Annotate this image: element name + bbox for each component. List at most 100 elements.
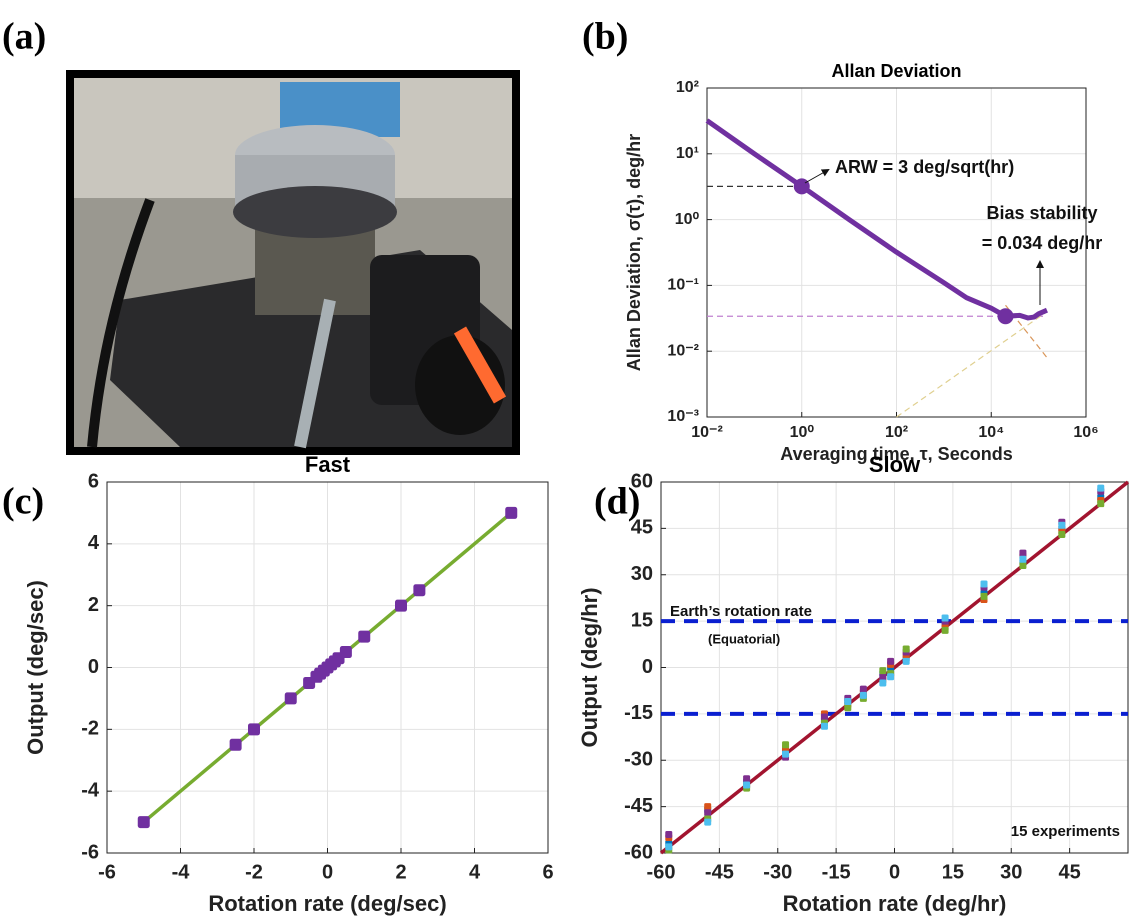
y-tick-label: -4 <box>81 779 100 801</box>
y-tick-label: 10⁻³ <box>667 408 699 425</box>
x-tick-label: 10⁶ <box>1073 424 1098 441</box>
data-point <box>980 592 988 600</box>
data-point <box>902 645 910 653</box>
x-tick-label: 10⁴ <box>978 424 1004 441</box>
data-point <box>782 750 790 758</box>
data-point <box>665 830 673 838</box>
chart-title: Allan Deviation <box>831 61 961 81</box>
data-point <box>941 626 949 634</box>
x-tick-label: -15 <box>822 861 851 883</box>
x-tick-label: 4 <box>469 861 481 883</box>
y-tick-label: 15 <box>631 609 653 631</box>
reference-line <box>896 311 1048 418</box>
data-point <box>505 506 518 519</box>
data-point <box>859 691 867 699</box>
data-point <box>1019 549 1027 557</box>
x-tick-label: -2 <box>245 861 263 883</box>
annotation: Earth’s rotation rate <box>670 603 812 620</box>
x-tick-label: -45 <box>705 861 734 883</box>
data-point <box>941 614 949 622</box>
x-tick-label: -4 <box>172 861 191 883</box>
y-tick-label: 10⁻¹ <box>667 277 699 294</box>
chart-title: Fast <box>305 452 351 477</box>
y-tick-label: 45 <box>631 517 653 539</box>
data-point <box>902 657 910 665</box>
x-tick-label: 10² <box>885 424 908 441</box>
x-tick-label: 2 <box>395 861 406 883</box>
data-point <box>137 816 150 829</box>
annotation: Bias stability <box>986 203 1097 223</box>
data-point <box>844 704 852 712</box>
x-tick-label: 10⁻² <box>691 424 723 441</box>
data-point <box>395 599 407 612</box>
data-point <box>887 673 895 681</box>
x-tick-label: 0 <box>322 861 333 883</box>
y-tick-label: -60 <box>624 841 653 863</box>
panel-label: (b) <box>582 16 628 58</box>
data-point <box>1097 500 1105 508</box>
data-point <box>859 685 867 693</box>
data-point <box>887 657 895 665</box>
x-tick-label: -30 <box>763 861 792 883</box>
data-point <box>1097 484 1105 492</box>
y-tick-label: 10¹ <box>676 145 699 162</box>
y-axis-label: Allan Deviation, σ(τ), deg/hr <box>624 134 644 371</box>
highlight-point <box>793 178 810 195</box>
data-point <box>665 843 673 851</box>
y-tick-label: -2 <box>81 718 99 740</box>
annotation: 15 experiments <box>1011 823 1120 840</box>
y-axis-label: Output (deg/sec) <box>23 580 48 755</box>
y-tick-label: -6 <box>81 841 99 863</box>
y-tick-label: -45 <box>624 795 653 817</box>
x-tick-label: 15 <box>942 861 964 883</box>
data-point <box>782 741 790 749</box>
y-tick-label: -30 <box>624 749 653 771</box>
photo <box>66 70 520 455</box>
data-point <box>743 781 751 789</box>
data-point <box>704 809 712 817</box>
x-tick-label: -60 <box>647 861 676 883</box>
x-tick-label: 45 <box>1059 861 1081 883</box>
y-tick-label: 0 <box>642 656 653 678</box>
data-point <box>879 673 887 681</box>
data-point <box>704 818 712 826</box>
axes-box <box>660 481 1129 854</box>
panel-label: (c) <box>2 481 44 523</box>
x-axis-label: Averaging time, τ, Seconds <box>780 444 1012 464</box>
y-tick-label: -15 <box>624 702 653 724</box>
data-point <box>704 803 712 811</box>
y-tick-label: 4 <box>88 532 100 554</box>
data-point <box>358 630 371 643</box>
y-tick-label: 0 <box>88 656 99 678</box>
data-point <box>1019 561 1027 569</box>
data-point <box>820 713 828 721</box>
data-point <box>820 722 828 730</box>
y-tick-label: 60 <box>631 470 653 492</box>
data-point <box>980 580 988 588</box>
y-axis-label: Output (deg/hr) <box>577 587 602 747</box>
data-point <box>413 584 426 597</box>
data-point <box>1058 531 1066 539</box>
data-point <box>339 646 352 659</box>
y-tick-label: 2 <box>88 594 99 616</box>
x-tick-label: 6 <box>542 861 553 883</box>
data-point <box>1058 521 1066 529</box>
y-tick-label: 10² <box>676 79 699 96</box>
x-tick-label: 0 <box>889 861 900 883</box>
panel-label: (a) <box>2 16 46 58</box>
annotation: (Equatorial) <box>708 631 780 646</box>
x-tick-label: 10⁰ <box>790 424 815 441</box>
chart-title: Slow <box>869 452 921 477</box>
fit-line <box>659 480 1130 855</box>
annotation-arrow <box>804 169 830 184</box>
data-point <box>1019 555 1027 563</box>
y-tick-label: 30 <box>631 563 653 585</box>
annotation: ARW = 3 deg/sqrt(hr) <box>835 157 1014 177</box>
annotation: = 0.034 deg/hr <box>982 233 1103 253</box>
data-point <box>879 679 887 687</box>
data-line <box>705 118 1048 321</box>
x-tick-label: -6 <box>98 861 116 883</box>
data-point <box>879 667 887 675</box>
panel-label: (d) <box>594 481 640 523</box>
